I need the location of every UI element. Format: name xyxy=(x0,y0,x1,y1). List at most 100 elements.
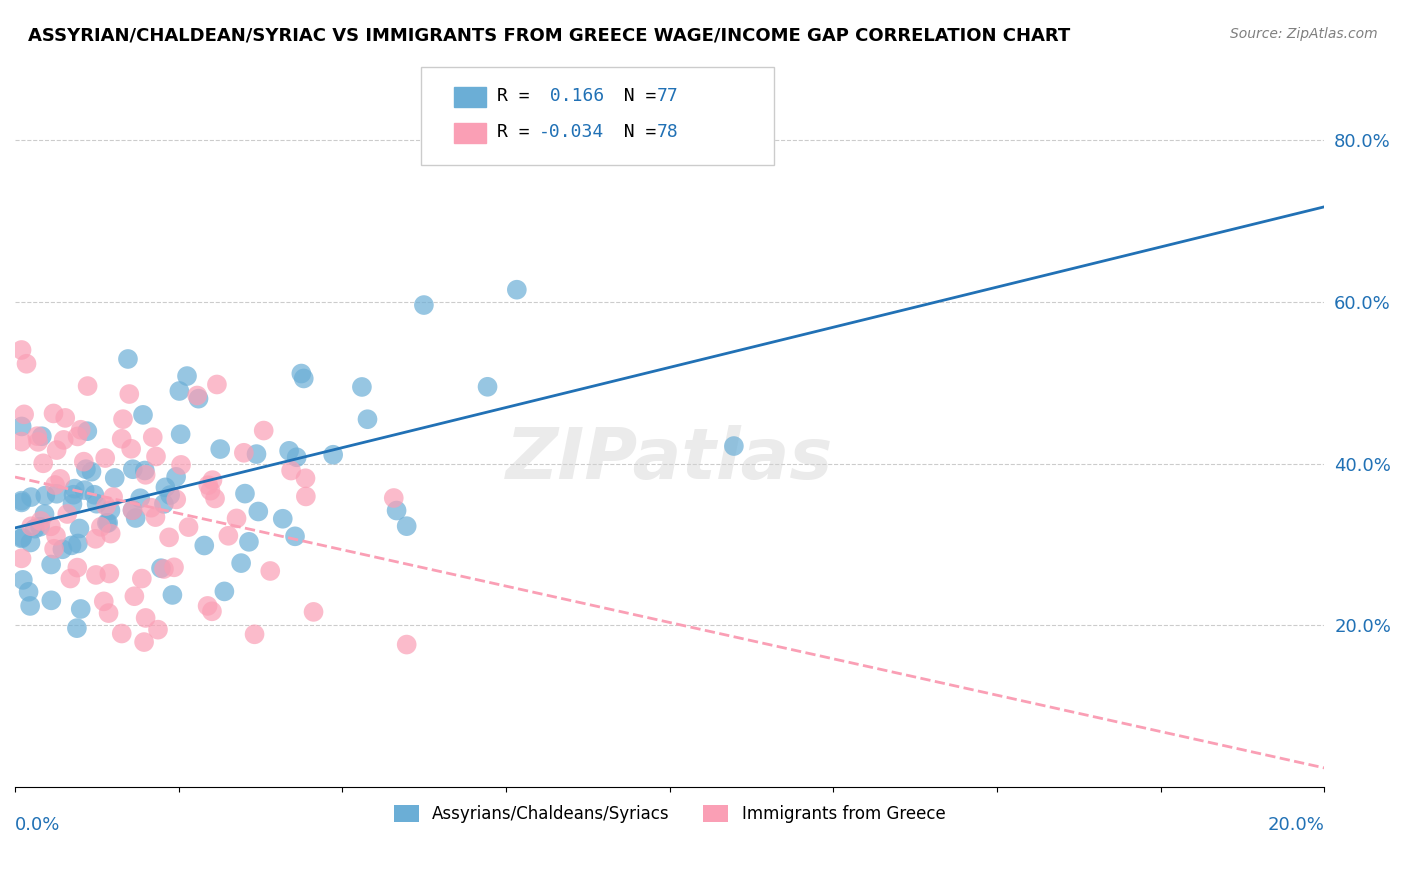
Point xyxy=(205,377,228,392)
Point xyxy=(153,562,176,576)
Point xyxy=(18,599,41,613)
Point xyxy=(302,605,325,619)
Point xyxy=(66,621,89,635)
Point xyxy=(165,470,187,484)
Point xyxy=(97,606,120,620)
Point xyxy=(153,497,176,511)
Point xyxy=(83,488,105,502)
Point xyxy=(93,594,115,608)
Point xyxy=(90,520,112,534)
Point xyxy=(193,539,215,553)
Point xyxy=(98,566,121,581)
Point xyxy=(165,492,187,507)
Point xyxy=(131,572,153,586)
Point xyxy=(395,519,418,533)
Point xyxy=(75,462,97,476)
Point xyxy=(145,510,167,524)
Point xyxy=(60,538,83,552)
Text: 77: 77 xyxy=(657,87,678,105)
Point xyxy=(111,626,134,640)
Point xyxy=(104,471,127,485)
Point xyxy=(285,450,308,465)
Point xyxy=(69,423,91,437)
Point xyxy=(129,491,152,506)
Point xyxy=(117,351,139,366)
Point xyxy=(125,511,148,525)
Point xyxy=(169,427,191,442)
Point xyxy=(13,408,35,422)
Text: N =: N = xyxy=(602,87,666,105)
Text: ZIPatlas: ZIPatlas xyxy=(506,425,834,494)
Point xyxy=(232,446,254,460)
Point xyxy=(34,507,56,521)
Point xyxy=(295,490,318,504)
Point xyxy=(204,491,226,506)
Point xyxy=(197,599,219,613)
Point xyxy=(157,530,180,544)
Point xyxy=(155,480,177,494)
Point xyxy=(20,535,42,549)
Point xyxy=(259,564,281,578)
Point xyxy=(32,456,55,470)
Point xyxy=(30,514,52,528)
Point xyxy=(20,519,42,533)
Text: -0.034: -0.034 xyxy=(538,123,605,141)
Bar xyxy=(454,123,486,144)
Text: R =: R = xyxy=(496,87,540,105)
Point xyxy=(76,424,98,438)
Legend: Assyrians/Chaldeans/Syriacs, Immigrants from Greece: Assyrians/Chaldeans/Syriacs, Immigrants … xyxy=(387,798,952,830)
Point xyxy=(42,541,65,556)
Point xyxy=(132,408,155,422)
Text: 0.0%: 0.0% xyxy=(15,816,60,834)
Point xyxy=(11,530,34,544)
Point xyxy=(169,384,191,398)
Point xyxy=(63,482,86,496)
Text: R =: R = xyxy=(496,123,540,141)
Point xyxy=(10,493,32,508)
Point xyxy=(62,497,84,511)
Point xyxy=(186,388,208,402)
Point xyxy=(45,529,67,543)
Point xyxy=(10,532,32,546)
Point xyxy=(111,412,134,426)
Point xyxy=(356,412,378,426)
Point xyxy=(477,380,499,394)
Point xyxy=(278,443,301,458)
Point xyxy=(15,357,38,371)
Point xyxy=(101,490,124,504)
Point xyxy=(145,450,167,464)
Point xyxy=(66,560,89,574)
Point xyxy=(69,602,91,616)
FancyBboxPatch shape xyxy=(420,67,775,165)
Point xyxy=(412,298,434,312)
Point xyxy=(121,462,143,476)
Point xyxy=(45,487,67,501)
Point xyxy=(20,490,42,504)
Point xyxy=(214,584,236,599)
Point xyxy=(94,451,117,466)
Point xyxy=(135,467,157,482)
Point xyxy=(52,433,75,447)
Point xyxy=(80,465,103,479)
Point xyxy=(39,519,62,533)
Point xyxy=(56,507,79,521)
Point xyxy=(100,503,122,517)
Text: 20.0%: 20.0% xyxy=(1268,816,1324,834)
Point xyxy=(200,483,222,498)
Point xyxy=(31,429,53,443)
Point xyxy=(76,379,98,393)
Point xyxy=(209,442,232,456)
Point xyxy=(163,560,186,574)
Text: ASSYRIAN/CHALDEAN/SYRIAC VS IMMIGRANTS FROM GREECE WAGE/INCOME GAP CORRELATION C: ASSYRIAN/CHALDEAN/SYRIAC VS IMMIGRANTS F… xyxy=(28,27,1070,45)
Point xyxy=(111,432,134,446)
Point xyxy=(723,439,745,453)
Point xyxy=(229,556,252,570)
Text: 78: 78 xyxy=(657,123,678,141)
Point xyxy=(94,499,117,513)
Point xyxy=(39,558,62,572)
Point xyxy=(27,429,49,443)
Point xyxy=(247,504,270,518)
Point xyxy=(280,464,302,478)
Point xyxy=(187,392,209,406)
Point xyxy=(201,473,224,487)
